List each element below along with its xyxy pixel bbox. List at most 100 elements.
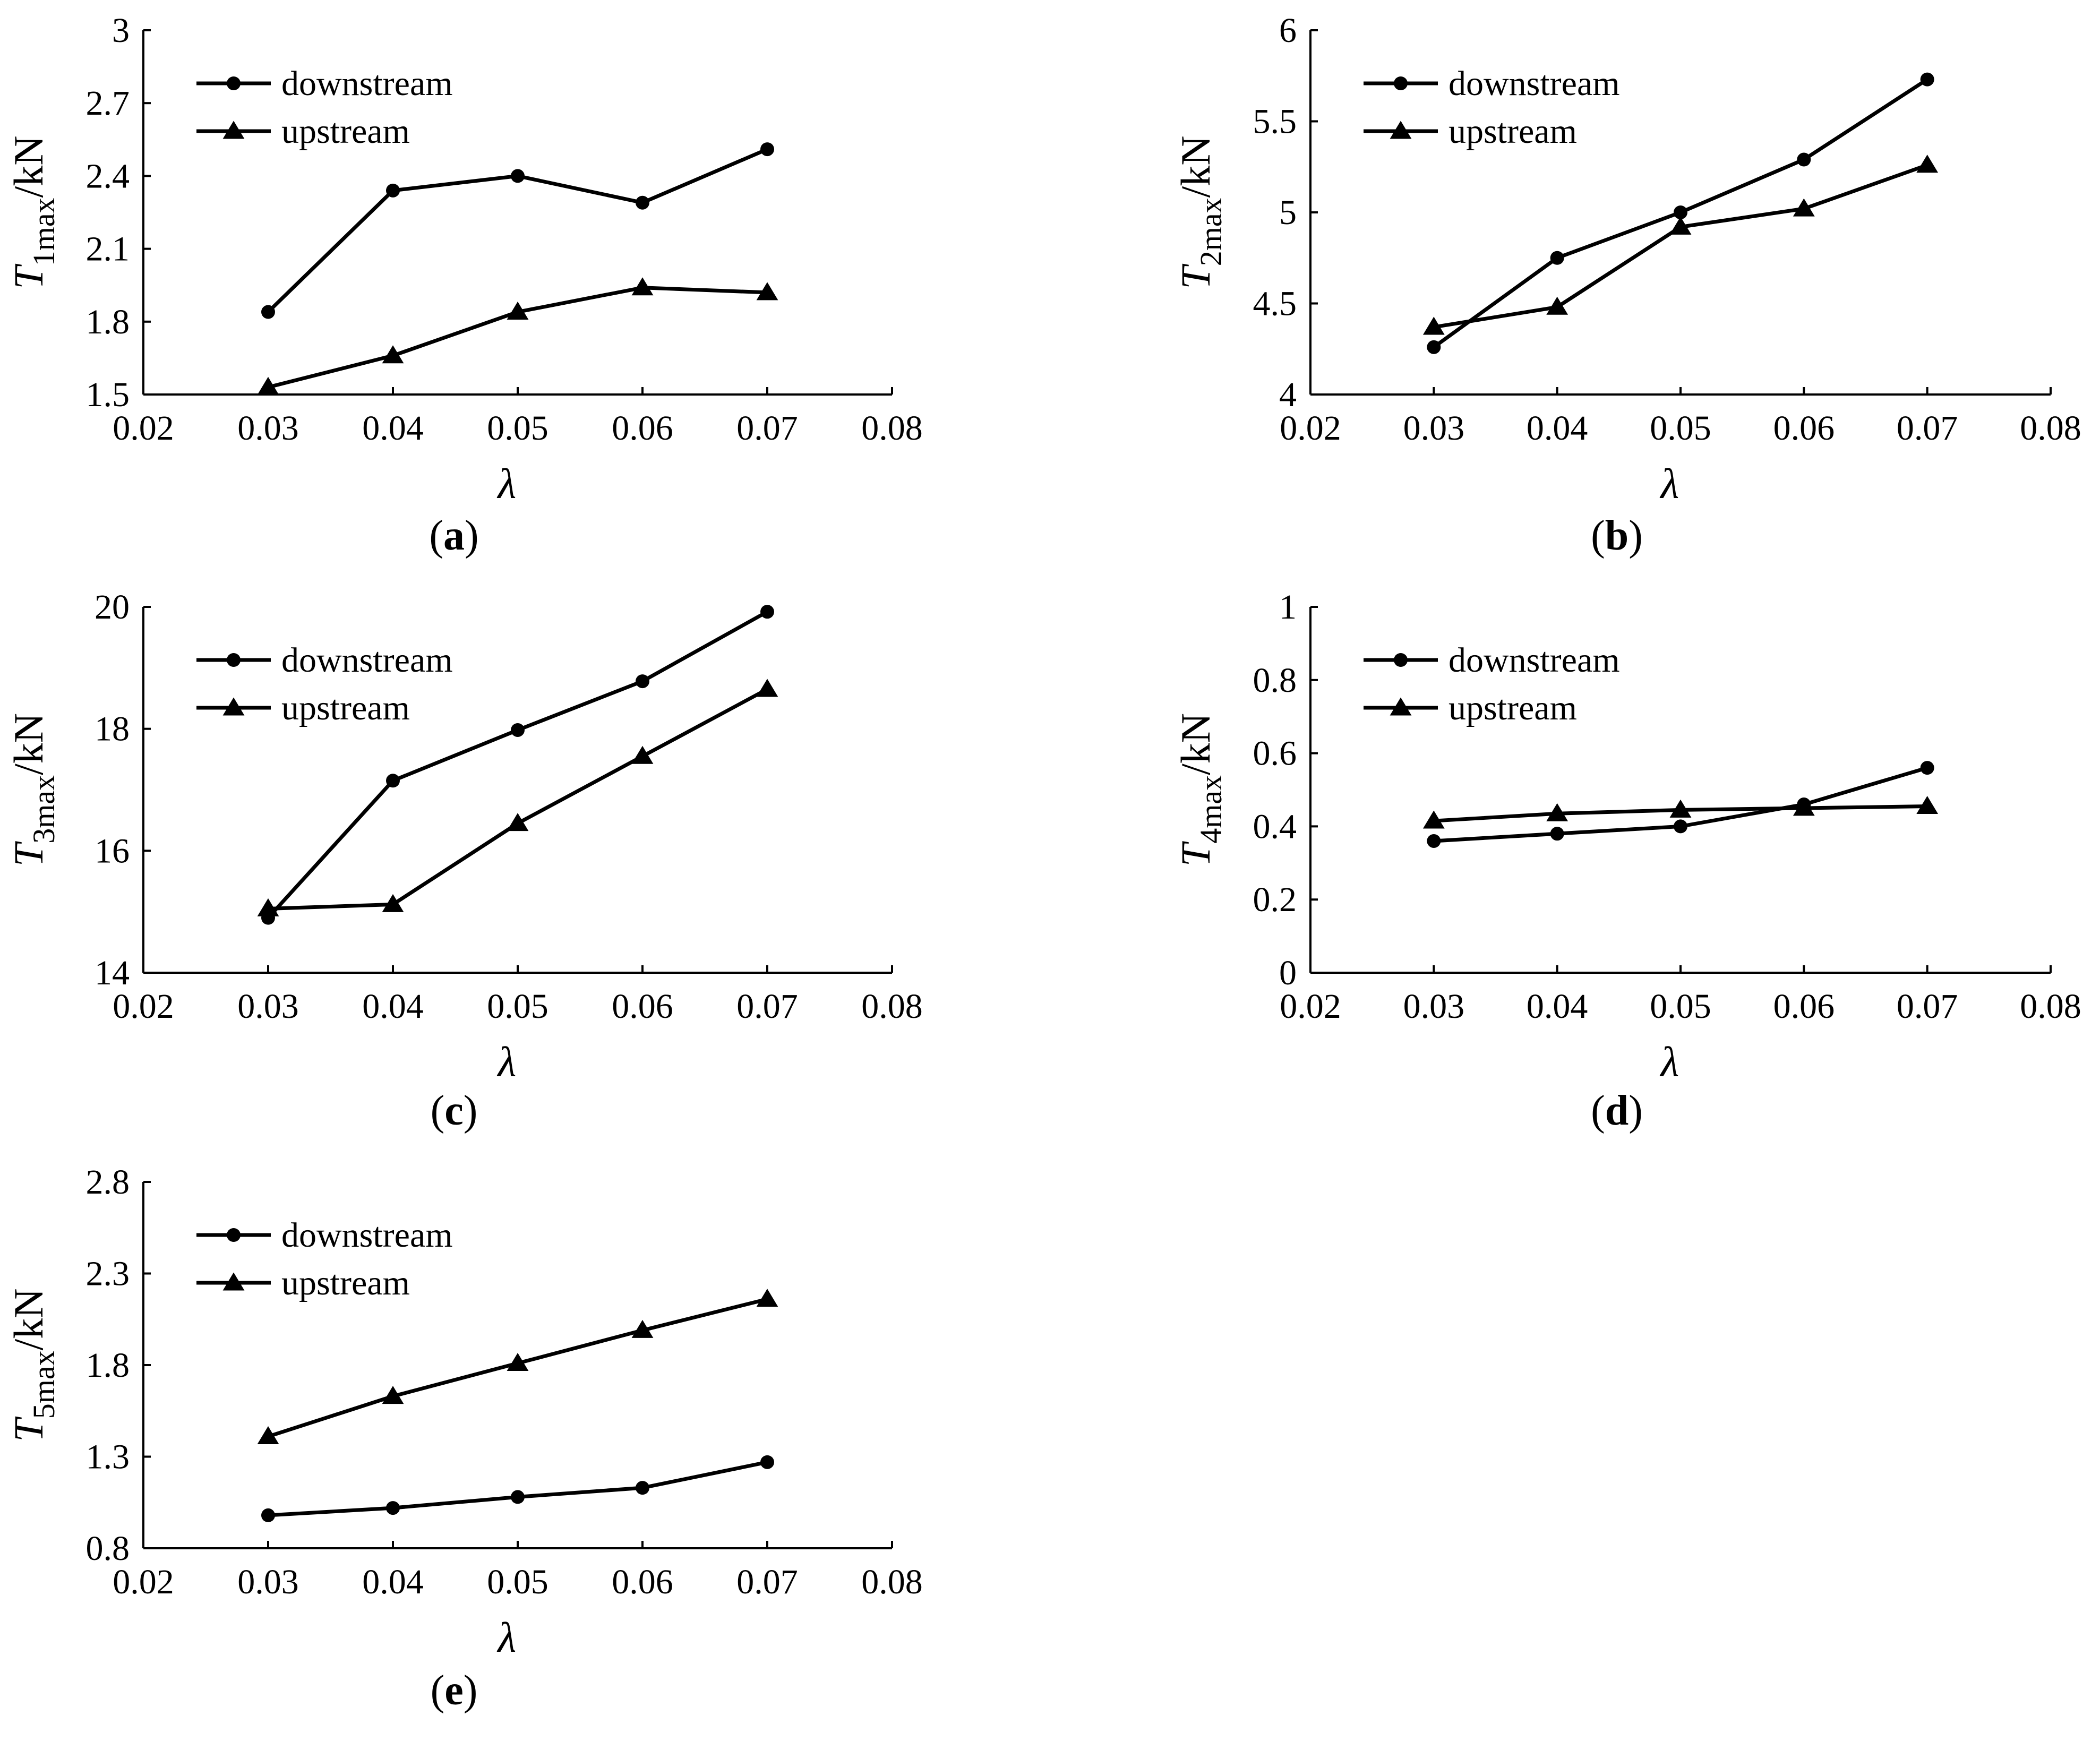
data-point-upstream [756, 679, 778, 697]
x-tick-label: 0.02 [113, 409, 174, 448]
data-point-upstream [756, 282, 778, 301]
panel-caption-close: ) [1628, 1087, 1643, 1134]
y-axis-label-unit: /kN [5, 135, 52, 198]
y-tick-label: 4.5 [1253, 285, 1297, 323]
y-axis-label-unit: /kN [1172, 713, 1219, 775]
legend-marker-downstream [227, 76, 241, 90]
data-point-upstream [631, 745, 654, 764]
panel-caption-open: ( [1591, 512, 1605, 559]
chart-panel-b: 0.02 0.03 0.04 0.05 0.06 0.07 0.08 4 4.5 5 5.5 6 λ T2… [1172, 11, 2081, 559]
data-point-upstream [507, 813, 529, 831]
legend-label-upstream: upstream [1448, 112, 1577, 151]
panel-caption-letter: c [444, 1087, 464, 1134]
data-point-downstream [261, 305, 275, 319]
x-tick-label: 0.05 [487, 987, 548, 1026]
chart-panel-e: 0.02 0.03 0.04 0.05 0.06 0.07 0.08 0.8 1.3 1.8 2.3… [5, 1163, 923, 1714]
legend: downstream upstream [1364, 641, 1620, 727]
panel-caption-letter: a [443, 512, 465, 559]
y-axis-label-variable: T [5, 841, 52, 867]
data-point-downstream [760, 605, 774, 619]
data-point-downstream [760, 142, 774, 157]
y-tick-label: 5 [1279, 193, 1297, 232]
series-upstream [257, 679, 778, 916]
y-tick-label: 5.5 [1253, 102, 1297, 141]
x-tick-label: 0.05 [487, 409, 548, 448]
y-axis-label-unit: /kN [1172, 135, 1219, 198]
y-axis-label-variable: T [5, 1417, 52, 1442]
legend-marker-downstream [227, 1228, 241, 1242]
x-axis-label: λ [1660, 461, 1679, 508]
data-point-downstream [1550, 251, 1564, 265]
legend: downstream upstream [196, 641, 453, 727]
y-tick-label: 0.6 [1253, 734, 1297, 773]
data-point-downstream [386, 183, 400, 198]
x-tick-label: 0.06 [1773, 409, 1835, 448]
data-point-downstream [1674, 819, 1687, 834]
panel-caption-open: ( [429, 512, 443, 559]
legend-label-downstream: downstream [281, 1216, 453, 1255]
data-point-downstream [1920, 72, 1934, 87]
legend: downstream upstream [196, 64, 453, 151]
data-point-downstream [636, 674, 649, 689]
series-downstream [261, 605, 774, 925]
x-tick-label: 0.04 [362, 409, 424, 448]
x-axis-label: λ [497, 1039, 517, 1086]
y-tick-label: 6 [1279, 11, 1297, 50]
data-point-downstream [1797, 152, 1811, 167]
y-axis-label-subscript: 2max [1194, 198, 1228, 266]
series-downstream [261, 142, 774, 319]
data-point-upstream [1669, 216, 1692, 235]
panel-caption-open: ( [431, 1087, 445, 1134]
y-axis-label: T2max/kN [1172, 135, 1228, 289]
legend-marker-upstream [222, 121, 245, 139]
series-downstream [1427, 72, 1934, 354]
x-tick-label: 0.03 [1403, 987, 1465, 1026]
y-tick-label: 1.3 [86, 1438, 130, 1477]
y-axis-label: T3max/kN [5, 713, 61, 867]
panel-caption: (c) [431, 1087, 478, 1134]
data-point-upstream [1546, 296, 1568, 315]
data-point-upstream [756, 1289, 778, 1307]
chart-panel-c: 0.02 0.03 0.04 0.05 0.06 0.07 0.08 14 16 18 20 λ T3m… [5, 588, 923, 1134]
y-tick-label: 0 [1279, 954, 1297, 992]
series-downstream [1427, 761, 1934, 848]
data-point-downstream [511, 169, 525, 183]
y-tick-label: 20 [95, 588, 130, 627]
x-tick-label: 0.08 [861, 409, 923, 448]
x-tick-label: 0.08 [2020, 987, 2081, 1026]
legend-marker-downstream [1394, 76, 1408, 90]
x-tick-label: 0.07 [736, 987, 798, 1026]
data-point-upstream [631, 277, 654, 296]
x-tick-label: 0.06 [612, 987, 673, 1026]
panel-caption-close: ) [464, 1087, 478, 1134]
x-tick-label: 0.07 [736, 1563, 798, 1601]
x-axis-label: λ [497, 1615, 517, 1661]
legend-marker-upstream [1390, 697, 1412, 716]
legend-label-downstream: downstream [281, 641, 453, 680]
data-point-upstream [1422, 810, 1445, 829]
x-tick-label: 0.06 [612, 409, 673, 448]
x-tick-label: 0.03 [1403, 409, 1465, 448]
chart-panel-a: 0.02 0.03 0.04 0.05 0.06 0.07 0.08 1.5 1.8 2.1 2.4… [5, 11, 923, 559]
x-tick-label: 0.06 [1773, 987, 1835, 1026]
legend: downstream upstream [1364, 64, 1620, 151]
data-point-downstream [511, 1490, 525, 1504]
data-point-upstream [1422, 316, 1445, 335]
panel-caption-letter: d [1605, 1087, 1629, 1134]
data-point-upstream [1546, 803, 1568, 821]
x-tick-label: 0.03 [237, 1563, 299, 1601]
y-tick-label: 2.3 [86, 1255, 130, 1293]
panel-caption-letter: b [1605, 512, 1629, 559]
y-tick-label: 3 [112, 11, 130, 50]
y-tick-label: 1 [1279, 588, 1297, 627]
legend-marker-upstream [1390, 121, 1412, 139]
data-point-upstream [1793, 198, 1815, 217]
data-point-upstream [257, 376, 279, 395]
data-point-downstream [261, 1508, 275, 1522]
series-upstream [257, 1289, 778, 1444]
legend-label-downstream: downstream [281, 64, 453, 103]
series-line-upstream [1433, 163, 1928, 329]
x-tick-label: 0.03 [237, 987, 299, 1026]
legend-label-upstream: upstream [281, 112, 410, 151]
data-point-upstream [382, 894, 404, 912]
